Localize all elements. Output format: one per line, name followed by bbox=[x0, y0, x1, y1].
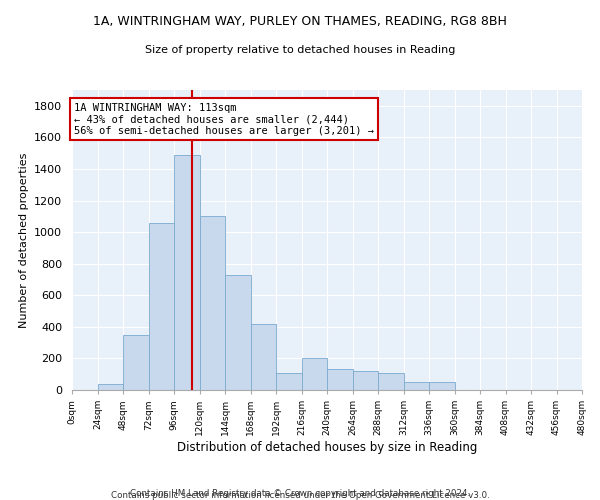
Bar bbox=[123, 334, 149, 390]
Text: Size of property relative to detached houses in Reading: Size of property relative to detached ho… bbox=[145, 45, 455, 55]
Bar bbox=[149, 222, 174, 390]
Bar bbox=[429, 382, 455, 390]
Bar bbox=[276, 372, 302, 390]
Text: 1A, WINTRINGHAM WAY, PURLEY ON THAMES, READING, RG8 8BH: 1A, WINTRINGHAM WAY, PURLEY ON THAMES, R… bbox=[93, 15, 507, 28]
Bar bbox=[378, 372, 404, 390]
Text: 1A WINTRINGHAM WAY: 113sqm
← 43% of detached houses are smaller (2,444)
56% of s: 1A WINTRINGHAM WAY: 113sqm ← 43% of deta… bbox=[74, 102, 374, 136]
X-axis label: Distribution of detached houses by size in Reading: Distribution of detached houses by size … bbox=[177, 441, 477, 454]
Y-axis label: Number of detached properties: Number of detached properties bbox=[19, 152, 29, 328]
Text: Contains public sector information licensed under the Open Government Licence v3: Contains public sector information licen… bbox=[110, 491, 490, 500]
Bar bbox=[199, 216, 225, 390]
Bar bbox=[404, 382, 429, 390]
Bar bbox=[302, 358, 327, 390]
Bar bbox=[251, 324, 276, 390]
Bar bbox=[97, 384, 123, 390]
Bar bbox=[174, 154, 199, 390]
Bar bbox=[327, 370, 353, 390]
Text: Contains HM Land Registry data © Crown copyright and database right 2024.: Contains HM Land Registry data © Crown c… bbox=[130, 488, 470, 498]
Bar bbox=[353, 371, 378, 390]
Bar bbox=[225, 274, 251, 390]
